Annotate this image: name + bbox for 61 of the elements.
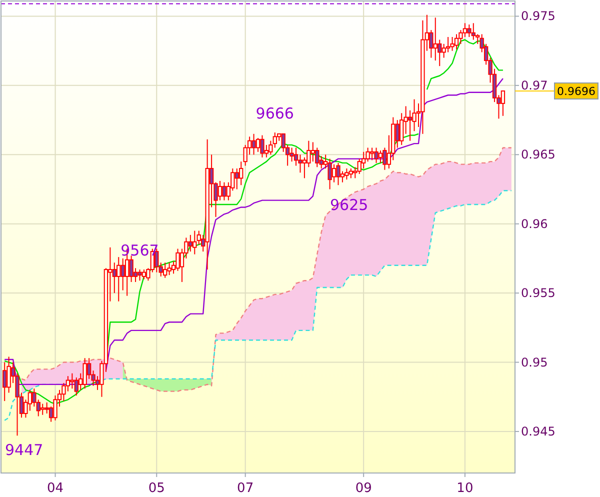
candlestick bbox=[82, 358, 87, 390]
x-tick-label: 09 bbox=[355, 481, 372, 496]
candlestick bbox=[454, 34, 459, 50]
annotation: 9567 bbox=[120, 242, 159, 260]
candlestick bbox=[74, 376, 78, 396]
candlestick bbox=[344, 168, 349, 180]
candlestick bbox=[328, 158, 332, 190]
x-tick-label: 10 bbox=[456, 481, 474, 496]
candlestick bbox=[116, 256, 121, 302]
candlestick bbox=[28, 389, 32, 412]
y-tick-label: 0.945 bbox=[521, 424, 556, 438]
x-tick-label: 04 bbox=[47, 481, 64, 496]
y-tick-label: 0.975 bbox=[521, 9, 556, 24]
annotation: 9625 bbox=[330, 196, 368, 214]
candlestick bbox=[378, 150, 383, 164]
candlestick bbox=[310, 142, 315, 162]
candlestick bbox=[129, 255, 134, 282]
candlestick bbox=[400, 112, 404, 146]
candlestick bbox=[252, 133, 256, 156]
candlestick bbox=[2, 362, 7, 402]
candlestick bbox=[290, 147, 294, 162]
annotation: 9447 bbox=[5, 441, 44, 459]
x-tick-label: 07 bbox=[237, 481, 254, 496]
candlestick bbox=[462, 22, 468, 38]
candlestick bbox=[408, 110, 412, 142]
candlestick bbox=[374, 147, 378, 164]
candlestick bbox=[163, 262, 168, 278]
candlestick bbox=[500, 90, 506, 116]
candlestick bbox=[336, 162, 340, 186]
candlestick bbox=[40, 403, 45, 416]
y-tick-label: 0.95 bbox=[521, 355, 548, 370]
candlestick bbox=[44, 402, 49, 414]
y-tick-label: 0.965 bbox=[521, 148, 556, 162]
x-tick-label: 05 bbox=[148, 481, 165, 496]
annotation: 9666 bbox=[256, 104, 294, 122]
candlestick bbox=[272, 132, 277, 148]
candlestick bbox=[112, 262, 116, 294]
candlestick bbox=[433, 17, 438, 62]
candlestick bbox=[471, 22, 476, 40]
y-tick-label: 0.955 bbox=[521, 286, 556, 300]
candlestick bbox=[66, 376, 70, 392]
candlestick bbox=[138, 269, 142, 282]
candlestick bbox=[256, 138, 260, 152]
candlestick bbox=[32, 388, 36, 408]
candlestick bbox=[120, 258, 125, 291]
candlestick bbox=[218, 180, 222, 201]
candlestick bbox=[167, 262, 172, 276]
candlestick bbox=[188, 234, 193, 252]
candlestick bbox=[142, 269, 146, 280]
ref-line-label: 0.9696 bbox=[557, 84, 596, 98]
y-tick-label: 0.96 bbox=[521, 216, 548, 231]
y-tick-label: 0.97 bbox=[521, 78, 548, 92]
candlestick bbox=[450, 36, 454, 52]
candlestick bbox=[370, 147, 374, 161]
candlestick bbox=[348, 168, 353, 179]
candlestick bbox=[192, 230, 197, 255]
candlestick bbox=[332, 164, 336, 183]
candlestick bbox=[467, 24, 472, 38]
candlestick bbox=[234, 168, 239, 190]
candlestick bbox=[222, 182, 226, 201]
candlestick bbox=[260, 134, 264, 158]
